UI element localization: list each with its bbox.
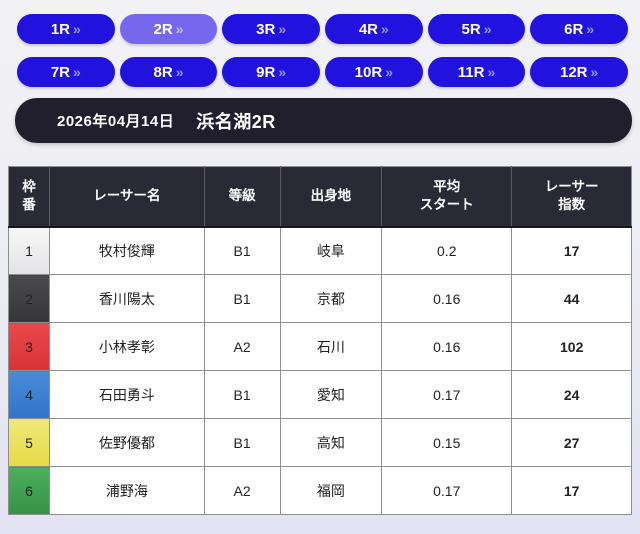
table-row: 3 小林孝彰 A2 石川 0.16 102 xyxy=(7,322,632,371)
race-button-label: 8R xyxy=(153,63,173,81)
chevron-right-icon: » xyxy=(483,21,492,37)
race-button-5r[interactable]: 5R» xyxy=(427,14,526,44)
col-header-grade: 等級 xyxy=(204,166,281,228)
racer-name-cell: 佐野優都 xyxy=(49,418,205,467)
col-header-origin: 出身地 xyxy=(280,166,383,228)
race-button-label: 9R xyxy=(256,63,276,81)
col-header-racer-index: レーサー 指数 xyxy=(511,166,632,228)
origin-cell: 岐阜 xyxy=(279,226,383,275)
race-button-label: 11R xyxy=(457,63,485,81)
racer-index-cell: 24 xyxy=(511,370,632,419)
race-date: 2026年04月14日 xyxy=(57,113,175,130)
avg-start-cell: 0.17 xyxy=(381,466,513,515)
origin-cell: 石川 xyxy=(279,322,383,371)
avg-start-cell: 0.15 xyxy=(381,418,513,467)
racer-index-cell: 17 xyxy=(511,226,632,275)
origin-cell: 愛知 xyxy=(279,370,383,419)
race-button-label: 1R xyxy=(50,20,71,38)
race-button-7r[interactable]: 7R» xyxy=(17,57,115,87)
avg-start-cell: 0.16 xyxy=(381,274,513,323)
race-button-8r[interactable]: 8R» xyxy=(119,57,218,87)
table-row: 5 佐野優都 B1 高知 0.15 27 xyxy=(7,418,632,467)
racer-name-cell: 香川陽太 xyxy=(49,274,205,323)
chevron-right-icon: » xyxy=(487,64,496,80)
race-info-bar: 2026年04月14日 浜名湖2R xyxy=(15,98,632,143)
chevron-right-icon: » xyxy=(385,64,393,80)
chevron-right-icon: » xyxy=(586,21,595,37)
race-button-3r[interactable]: 3R» xyxy=(222,14,320,44)
table-row: 6 浦野海 A2 福岡 0.17 17 xyxy=(7,466,632,515)
racer-table: 枠 番 レーサー名 等級 出身地 平均 スタート レーサー 指数 1 牧村俊輝 … xyxy=(7,166,632,515)
chevron-right-icon: » xyxy=(278,64,287,80)
avg-start-cell: 0.2 xyxy=(381,226,513,275)
race-button-label: 6R xyxy=(564,20,584,38)
racer-index-cell: 102 xyxy=(511,322,632,371)
race-title: 浜名湖2R xyxy=(196,111,276,132)
chevron-right-icon: » xyxy=(590,64,599,80)
chevron-right-icon: » xyxy=(381,21,389,37)
col-header-lane: 枠 番 xyxy=(8,166,51,228)
race-button-label: 4R xyxy=(358,20,379,38)
chevron-right-icon: » xyxy=(175,21,184,37)
table-row: 2 香川陽太 B1 京都 0.16 44 xyxy=(7,274,632,323)
race-button-label: 3R xyxy=(256,20,276,38)
racer-name-cell: 石田勇斗 xyxy=(49,370,205,419)
race-button-4r[interactable]: 4R» xyxy=(324,14,423,44)
racer-index-cell: 27 xyxy=(511,418,632,467)
racer-name-cell: 牧村俊輝 xyxy=(49,226,205,275)
race-button-12r[interactable]: 12R» xyxy=(530,57,628,87)
racer-index-cell: 17 xyxy=(511,466,632,515)
lane-number-cell: 1 xyxy=(7,226,51,275)
race-button-label: 12R xyxy=(559,63,588,81)
origin-cell: 高知 xyxy=(279,418,383,467)
race-button-2r[interactable]: 2R» xyxy=(119,14,218,44)
race-button-label: 7R xyxy=(50,63,71,81)
lane-number-cell: 3 xyxy=(7,322,51,371)
racer-index-cell: 44 xyxy=(511,274,632,323)
table-row: 1 牧村俊輝 B1 岐阜 0.2 17 xyxy=(7,226,632,275)
avg-start-cell: 0.16 xyxy=(381,322,513,371)
grade-cell: A2 xyxy=(203,466,281,515)
race-button-11r[interactable]: 11R» xyxy=(427,57,526,87)
racer-table-container: 枠 番 レーサー名 等級 出身地 平均 スタート レーサー 指数 1 牧村俊輝 … xyxy=(7,166,632,515)
grade-cell: B1 xyxy=(203,418,281,467)
col-header-avg-start: 平均 スタート xyxy=(381,166,513,228)
col-header-racer-name: レーサー名 xyxy=(49,166,205,228)
lane-number-cell: 6 xyxy=(7,466,51,515)
race-button-label: 10R xyxy=(354,63,383,81)
grade-cell: B1 xyxy=(203,226,281,275)
origin-cell: 福岡 xyxy=(279,466,383,515)
grade-cell: B1 xyxy=(203,370,281,419)
lane-number-cell: 5 xyxy=(7,418,51,467)
grade-cell: A2 xyxy=(203,322,281,371)
racer-name-cell: 浦野海 xyxy=(49,466,205,515)
chevron-right-icon: » xyxy=(73,64,81,80)
race-button-1r[interactable]: 1R» xyxy=(17,14,115,44)
lane-number-cell: 2 xyxy=(7,274,51,323)
race-button-label: 5R xyxy=(461,20,481,38)
racer-name-cell: 小林孝彰 xyxy=(49,322,205,371)
lane-number-cell: 4 xyxy=(7,370,51,419)
chevron-right-icon: » xyxy=(175,64,184,80)
race-button-6r[interactable]: 6R» xyxy=(530,14,628,44)
race-button-10r[interactable]: 10R» xyxy=(324,57,423,87)
table-row: 4 石田勇斗 B1 愛知 0.17 24 xyxy=(7,370,632,419)
avg-start-cell: 0.17 xyxy=(381,370,513,419)
race-selector-nav: 1R» 2R» 3R» 4R» 5R» 6R» 7R» 8R» 9R» 10R»… xyxy=(0,0,640,87)
grade-cell: B1 xyxy=(203,274,281,323)
origin-cell: 京都 xyxy=(279,274,383,323)
race-button-label: 2R xyxy=(153,20,173,38)
race-button-9r[interactable]: 9R» xyxy=(222,57,320,87)
chevron-right-icon: » xyxy=(73,21,81,37)
chevron-right-icon: » xyxy=(278,21,287,37)
table-header-row: 枠 番 レーサー名 等級 出身地 平均 スタート レーサー 指数 xyxy=(8,166,632,228)
